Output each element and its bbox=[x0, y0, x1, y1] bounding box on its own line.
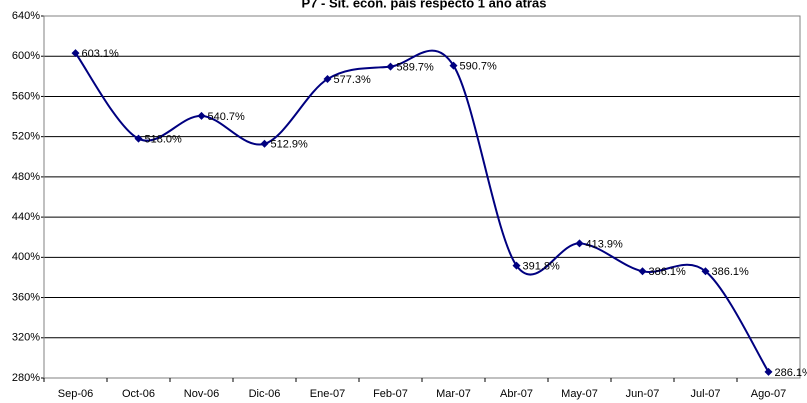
marker bbox=[512, 261, 521, 270]
data-label: 413.9% bbox=[586, 238, 624, 250]
data-label: 540.7% bbox=[208, 111, 246, 123]
data-label: 286.1% bbox=[775, 367, 807, 379]
x-tick-label: Abr-07 bbox=[500, 388, 533, 400]
y-tick-label: 480% bbox=[12, 171, 40, 183]
x-tick-label: Dic-06 bbox=[249, 388, 281, 400]
data-label: 386.1% bbox=[712, 266, 750, 278]
x-tick-label: Ene-07 bbox=[310, 388, 345, 400]
x-tick-label: Feb-07 bbox=[373, 388, 408, 400]
data-label: 386.1% bbox=[649, 266, 687, 278]
y-tick-label: 600% bbox=[12, 50, 40, 62]
x-tick-label: Jun-07 bbox=[626, 388, 660, 400]
x-tick-label: Jul-07 bbox=[691, 388, 721, 400]
y-tick-label: 280% bbox=[12, 372, 40, 384]
x-tick-label: Oct-06 bbox=[122, 388, 155, 400]
data-label: 589.7% bbox=[397, 61, 435, 73]
chart-title: P7 - Sit. econ. país respecto 1 año atrá… bbox=[302, 0, 547, 10]
x-tick-label: Sep-06 bbox=[58, 388, 93, 400]
marker bbox=[260, 139, 269, 148]
marker bbox=[386, 62, 395, 71]
data-label: 512.9% bbox=[271, 139, 309, 151]
y-tick-label: 640% bbox=[12, 10, 40, 22]
marker bbox=[134, 134, 143, 143]
marker bbox=[701, 267, 710, 276]
marker bbox=[71, 49, 80, 58]
data-label: 391.8% bbox=[523, 260, 561, 272]
y-tick-label: 560% bbox=[12, 90, 40, 102]
y-tick-label: 400% bbox=[12, 251, 40, 263]
data-label: 577.3% bbox=[334, 74, 372, 86]
x-tick-label: Nov-06 bbox=[184, 388, 219, 400]
marker bbox=[575, 239, 584, 248]
x-tick-label: Ago-07 bbox=[751, 388, 786, 400]
marker bbox=[197, 111, 206, 120]
line bbox=[74, 49, 770, 373]
data-label: 603.1% bbox=[82, 48, 120, 60]
marker bbox=[449, 61, 458, 70]
marker bbox=[764, 367, 773, 376]
marker bbox=[638, 267, 647, 276]
y-tick-label: 520% bbox=[12, 131, 40, 143]
marker bbox=[323, 75, 332, 84]
data-label: 590.7% bbox=[460, 60, 498, 72]
y-tick-label: 320% bbox=[12, 332, 40, 344]
data-label: 518.0% bbox=[145, 134, 183, 146]
x-tick-label: Mar-07 bbox=[436, 388, 471, 400]
x-tick-label: May-07 bbox=[561, 388, 598, 400]
y-tick-label: 440% bbox=[12, 211, 40, 223]
y-tick-label: 360% bbox=[12, 291, 40, 303]
